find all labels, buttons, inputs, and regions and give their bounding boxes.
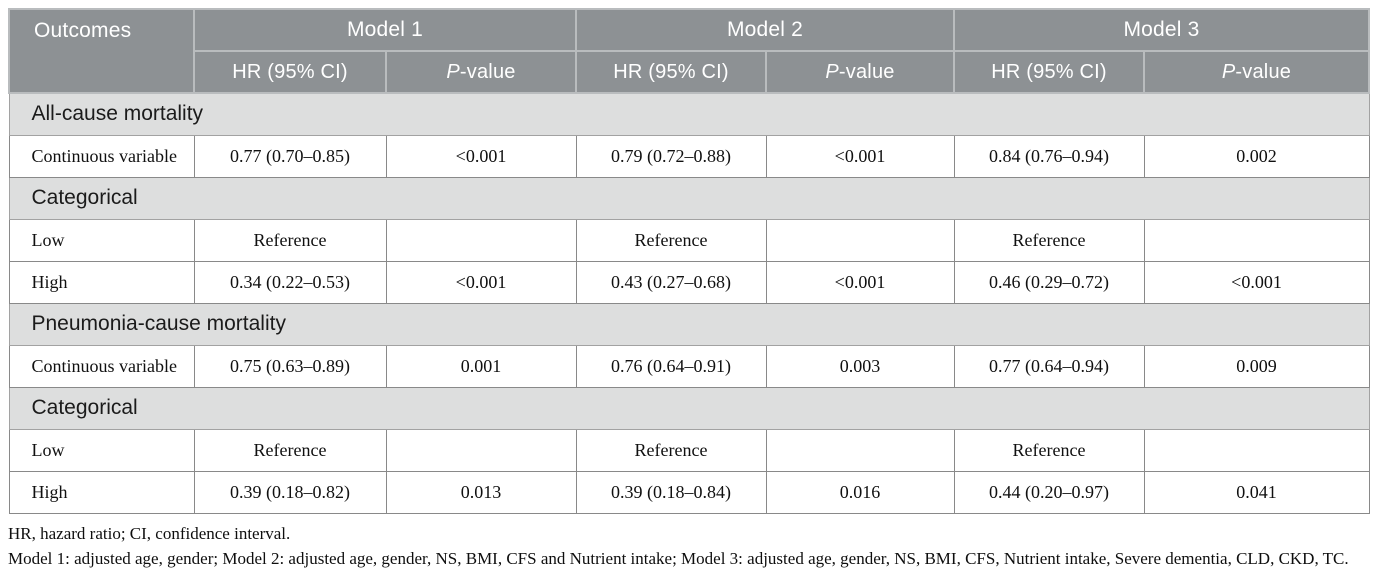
hr-cell-model3: 0.77 (0.64–0.94) <box>953 344 1145 388</box>
p-label-italic: P <box>1221 60 1236 83</box>
section-label: Pneumonia-cause mortality <box>8 302 1370 346</box>
column-header-model-2: Model 2 <box>575 8 955 52</box>
outcome-cell: Low <box>8 218 195 262</box>
pvalue-cell-model3: 0.009 <box>1143 344 1370 388</box>
footnote-abbreviations: HR, hazard ratio; CI, confidence interva… <box>8 523 291 543</box>
pvalue-cell-model2: <0.001 <box>765 134 955 178</box>
hr-cell-model2: Reference <box>575 428 767 472</box>
section-label: All-cause mortality <box>8 92 1370 136</box>
hr-cell-model1: 0.75 (0.63–0.89) <box>193 344 387 388</box>
outcome-cell: Continuous variable <box>8 344 195 388</box>
pvalue-cell-model3 <box>1143 428 1370 472</box>
results-table: Outcomes Model 1 Model 2 Model 3 HR (95%… <box>8 8 1370 514</box>
pvalue-cell-model2: 0.016 <box>765 470 955 514</box>
subheader-pvalue-model2: P-value <box>765 50 955 94</box>
hr-cell-model3: 0.46 (0.29–0.72) <box>953 260 1145 304</box>
p-label-italic: P <box>825 60 839 83</box>
table-body: All-cause mortality Continuous variable … <box>8 92 1370 514</box>
pvalue-cell-model3: <0.001 <box>1143 260 1370 304</box>
table-header: Outcomes Model 1 Model 2 Model 3 HR (95%… <box>8 8 1370 94</box>
p-label-rest: -value <box>1235 60 1292 83</box>
p-label-rest: -value <box>838 60 895 83</box>
hr-label: HR (95% CI) <box>232 60 348 83</box>
section-label: Categorical <box>8 176 1370 220</box>
header-row-measures: HR (95% CI) P-value HR (95% CI) P-value … <box>9 50 1370 94</box>
pvalue-cell-model2 <box>765 218 955 262</box>
pvalue-cell-model2: <0.001 <box>765 260 955 304</box>
pvalue-cell-model3: 0.041 <box>1143 470 1370 514</box>
outcome-cell: Continuous variable <box>8 134 195 178</box>
outcome-cell: High <box>8 470 195 514</box>
pvalue-cell-model1 <box>385 218 577 262</box>
hr-cell-model2: 0.43 (0.27–0.68) <box>575 260 767 304</box>
section-row-categorical-1: Categorical <box>8 176 1370 220</box>
column-header-model-3: Model 3 <box>953 8 1370 52</box>
pvalue-cell-model1: <0.001 <box>385 260 577 304</box>
table-row-high-pneumonia: High 0.39 (0.18–0.82) 0.013 0.39 (0.18–0… <box>8 470 1370 514</box>
pvalue-cell-model3 <box>1143 218 1370 262</box>
section-row-all-cause-mortality: All-cause mortality <box>8 92 1370 136</box>
table-row-low-all-cause: Low Reference Reference Reference <box>8 218 1370 262</box>
pvalue-cell-model2 <box>765 428 955 472</box>
column-header-outcomes: Outcomes <box>8 8 195 94</box>
table-row-continuous-pneumonia: Continuous variable 0.75 (0.63–0.89) 0.0… <box>8 344 1370 388</box>
hr-cell-model3: Reference <box>953 428 1145 472</box>
hr-cell-model2: 0.76 (0.64–0.91) <box>575 344 767 388</box>
hr-cell-model2: 0.39 (0.18–0.84) <box>575 470 767 514</box>
pvalue-cell-model2: 0.003 <box>765 344 955 388</box>
hr-cell-model1: Reference <box>193 218 387 262</box>
pvalue-cell-model1: <0.001 <box>385 134 577 178</box>
outcome-cell: High <box>8 260 195 304</box>
hr-cell-model1: 0.39 (0.18–0.82) <box>193 470 387 514</box>
table-footnotes: HR, hazard ratio; CI, confidence interva… <box>8 521 1368 571</box>
table-row-low-pneumonia: Low Reference Reference Reference <box>8 428 1370 472</box>
hr-cell-model3: Reference <box>953 218 1145 262</box>
subheader-hr-model3: HR (95% CI) <box>953 50 1145 94</box>
footnote-model-adjustments: Model 1: adjusted age, gender; Model 2: … <box>8 548 1349 568</box>
pvalue-cell-model1: 0.001 <box>385 344 577 388</box>
p-label-italic: P <box>446 60 460 83</box>
section-row-categorical-2: Categorical <box>8 386 1370 430</box>
hr-cell-model1: 0.77 (0.70–0.85) <box>193 134 387 178</box>
hr-cell-model2: Reference <box>575 218 767 262</box>
hr-cell-model1: Reference <box>193 428 387 472</box>
p-label-rest: -value <box>459 60 516 83</box>
outcome-cell: Low <box>8 428 195 472</box>
pvalue-cell-model1 <box>385 428 577 472</box>
hr-cell-model3: 0.84 (0.76–0.94) <box>953 134 1145 178</box>
subheader-pvalue-model1: P-value <box>385 50 577 94</box>
hr-cell-model2: 0.79 (0.72–0.88) <box>575 134 767 178</box>
table-row-continuous-all-cause: Continuous variable 0.77 (0.70–0.85) <0.… <box>8 134 1370 178</box>
hr-cell-model1: 0.34 (0.22–0.53) <box>193 260 387 304</box>
table-row-high-all-cause: High 0.34 (0.22–0.53) <0.001 0.43 (0.27–… <box>8 260 1370 304</box>
header-row-models: Outcomes Model 1 Model 2 Model 3 <box>8 8 1370 94</box>
pvalue-cell-model1: 0.013 <box>385 470 577 514</box>
section-row-pneumonia-cause-mortality: Pneumonia-cause mortality <box>8 302 1370 346</box>
pvalue-cell-model3: 0.002 <box>1143 134 1370 178</box>
column-header-model-1: Model 1 <box>193 8 577 52</box>
hr-label: HR (95% CI) <box>991 60 1107 83</box>
section-label: Categorical <box>8 386 1370 430</box>
subheader-pvalue-model3: P-value <box>1143 50 1370 94</box>
subheader-hr-model1: HR (95% CI) <box>193 50 387 94</box>
hr-cell-model3: 0.44 (0.20–0.97) <box>953 470 1145 514</box>
hr-label: HR (95% CI) <box>613 60 729 83</box>
subheader-hr-model2: HR (95% CI) <box>575 50 767 94</box>
